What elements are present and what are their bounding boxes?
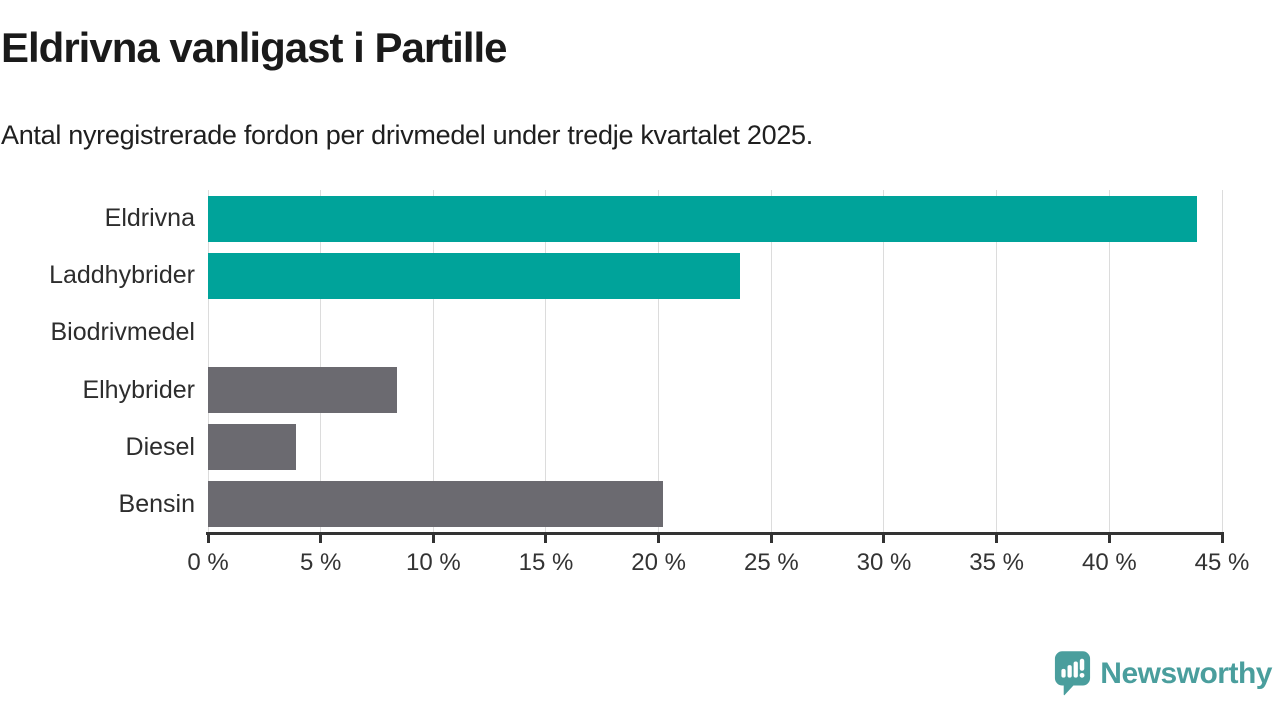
x-axis-line [206,532,1224,535]
bar-laddhybrider [208,252,740,299]
x-tick-label-10: 10 % [405,549,461,576]
x-tick-label-30: 30 % [856,549,912,576]
gridline-25 [770,190,772,533]
x-tick-label-35: 35 % [969,549,1024,576]
x-tick-label-25: 25 % [743,549,799,576]
bar-diesel [208,424,296,471]
bar-row-0 [208,190,1222,247]
plot-area [207,190,1223,533]
gridline-30 [883,190,885,533]
newsworthy-logo-icon [1055,651,1091,696]
x-tick-label-5: 5 % [299,549,342,576]
x-tick-15 [544,532,548,543]
x-tick-5 [319,532,323,543]
x-tick-40 [1107,532,1111,543]
y-label-biodrivmedel: Biodrivmedel [50,318,195,347]
y-label-diesel: Diesel [125,432,195,461]
gridline-10 [432,190,434,533]
bar-row-4 [208,419,1222,476]
page-subtitle: Antal nyregistrerade fordon per drivmede… [1,120,813,150]
y-label-bensin: Bensin [118,489,195,518]
y-axis-labels: Eldrivna Laddhybrider Biodrivmedel Elhybrid… [0,190,195,533]
gridline-15 [545,190,547,533]
gridline-35 [996,190,998,533]
y-label-laddhybrider: Laddhybrider [49,261,195,290]
x-tick-10 [431,532,435,543]
x-tick-30 [882,532,886,543]
x-tick-label-40: 40 % [1081,549,1137,576]
x-tick-45 [1220,532,1224,543]
bar-row-3 [208,362,1222,419]
x-tick-label-45: 45 % [1194,549,1250,576]
gridline-40 [1108,190,1110,533]
bar-row-1 [208,247,1222,304]
y-label-elhybrider: Elhybrider [82,375,195,404]
bar-row-5 [208,476,1222,533]
gridline-0 [207,190,209,533]
x-tick-label-0: 0 % [187,549,229,576]
x-tick-35 [995,532,999,543]
page-title: Eldrivna vanligast i Partille [1,24,508,71]
x-axis: 0 % 5 % 10 % 15 % 20 % 25 % 30 % 35 % 40 % 45 % [187,532,1249,582]
gridline-5 [320,190,322,533]
bar-bensin [208,481,664,528]
x-tick-label-15: 15 % [518,549,574,576]
bar-row-2 [208,304,1222,361]
bar-elhybrider [208,367,398,414]
bar-eldrivna [208,195,1198,242]
x-tick-label-20: 20 % [631,549,686,576]
x-tick-25 [769,532,773,543]
gridline-20 [658,190,660,533]
newsworthy-wordmark: Newsworthy [1100,656,1272,690]
newsworthy-logo: Newsworthy [1054,651,1272,696]
x-tick-0 [206,532,210,543]
gridline-45 [1221,190,1223,533]
y-label-eldrivna: Eldrivna [104,204,195,233]
x-tick-20 [657,532,661,543]
